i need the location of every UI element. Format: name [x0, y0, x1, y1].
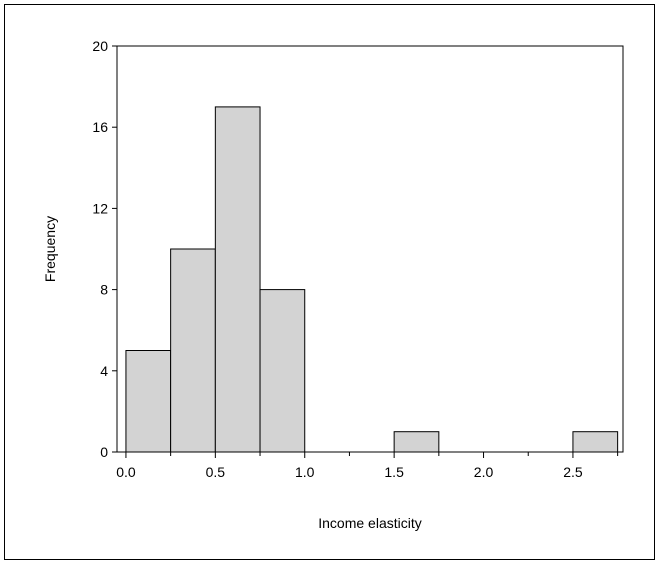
- x-tick-label: 0.0: [116, 464, 136, 480]
- x-tick-label: 0.5: [206, 464, 226, 480]
- y-tick-label: 12: [92, 200, 108, 216]
- bars-layer: [125, 106, 619, 453]
- histogram-bar: [572, 431, 619, 453]
- y-axis-title: Frequency: [42, 216, 58, 282]
- chart-frame: 0 4 8 12 16 20 0.0 0.5 1.0 1.5 2.0 2.5 Income elast…: [4, 4, 655, 560]
- plot-area-border: [116, 45, 624, 453]
- x-tick-label: 1.5: [384, 464, 404, 480]
- histogram-bar: [170, 248, 216, 453]
- x-axis-title: Income elasticity: [318, 515, 421, 531]
- histogram-bar: [393, 431, 440, 453]
- x-tick-label: 1.0: [295, 464, 315, 480]
- x-tick-label: 2.5: [563, 464, 583, 480]
- y-tick-label: 8: [100, 282, 108, 298]
- y-tick-label: 0: [100, 444, 108, 460]
- histogram-bar: [259, 289, 306, 453]
- histogram-bar: [125, 350, 172, 453]
- histogram-bar: [214, 106, 261, 453]
- ticks-layer: [112, 45, 619, 458]
- tick-labels-layer: 0 4 8 12 16 20 0.0 0.5 1.0 1.5 2.0 2.5: [92, 38, 582, 480]
- y-tick-label: 4: [100, 363, 108, 379]
- y-tick-label: 16: [92, 119, 108, 135]
- x-tick-label: 2.0: [474, 464, 494, 480]
- y-tick-label: 20: [92, 38, 108, 54]
- histogram-chart: 0 4 8 12 16 20 0.0 0.5 1.0 1.5 2.0 2.5 Income elast…: [42, 38, 624, 531]
